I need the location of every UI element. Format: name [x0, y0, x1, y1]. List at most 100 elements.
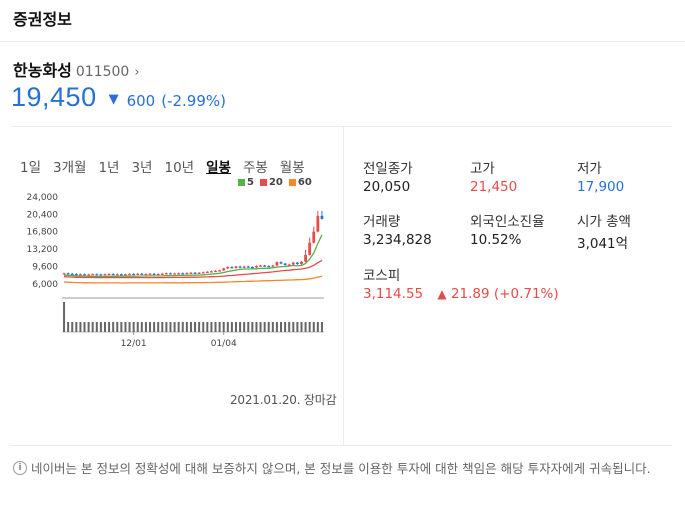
candle-body — [115, 274, 119, 276]
tab-3y[interactable]: 3년 — [131, 160, 153, 176]
legend-label-ma60: 60 — [297, 177, 312, 188]
info-low: 저가 17,900 — [577, 157, 624, 195]
legend-item-ma20: 20 — [259, 177, 283, 188]
candle-body — [304, 254, 307, 262]
candle-body — [234, 266, 238, 268]
price-line: 19,450 ▼ 600 (-2.99%) — [11, 82, 226, 113]
candle-body — [70, 273, 74, 275]
volume-bar — [255, 322, 258, 332]
info-volume: 거래량 3,234,828 — [363, 210, 432, 248]
candle-body — [83, 274, 86, 276]
volume-bar — [304, 322, 307, 332]
tab-weekly[interactable]: 주봉 — [242, 160, 268, 176]
info-circle-icon: i — [13, 461, 27, 475]
candle-body — [201, 272, 205, 274]
tab-daily[interactable]: 일봉 — [206, 160, 231, 176]
candle-body — [185, 273, 189, 275]
volume-bar — [251, 322, 254, 332]
chevron-right-icon[interactable]: › — [134, 65, 140, 80]
candle-body — [271, 265, 275, 267]
volume-bar — [161, 322, 164, 332]
volume-bar — [202, 322, 205, 332]
panel-divider — [343, 126, 344, 446]
candle-body — [205, 271, 209, 274]
y-tick-label: 24,000 — [27, 193, 59, 203]
down-triangle-icon: ▼ — [108, 92, 119, 107]
volume-bar — [247, 322, 250, 332]
candle-body — [287, 264, 291, 266]
legend-swatch-ma60 — [288, 179, 296, 186]
candle-body — [156, 273, 160, 276]
legend-item-ma5: 5 — [238, 177, 254, 188]
kospi-block[interactable]: 코스피 3,114.55 ▲ 21.89 (+0.71%) — [363, 264, 559, 302]
candle-body — [107, 273, 111, 276]
volume-bar — [259, 322, 262, 332]
volume-bar — [128, 322, 131, 332]
tab-1y[interactable]: 1년 — [98, 160, 120, 176]
volume-bar — [91, 322, 94, 332]
volume-bar — [308, 322, 311, 332]
volume-bar — [149, 322, 152, 332]
candle-body — [222, 268, 226, 271]
candle-body — [238, 266, 242, 268]
candle-body — [79, 274, 82, 276]
kospi-change-percent: (+0.71%) — [493, 286, 559, 302]
candle-body — [255, 266, 258, 268]
y-tick-label: 9,600 — [32, 262, 58, 272]
volume-bar — [83, 322, 86, 332]
volume-bar — [292, 322, 295, 332]
kospi-label[interactable]: 코스피 — [363, 268, 401, 284]
tab-monthly[interactable]: 월봉 — [279, 160, 305, 176]
stock-name-line[interactable]: 한농화성 011500 › — [13, 57, 140, 81]
disclaimer: i 네이버는 본 정보의 정확성에 대해 보증하지 않으며, 본 정보를 이용한… — [13, 460, 675, 477]
current-price: 19,450 — [11, 82, 97, 112]
candle-body — [267, 266, 271, 268]
candle-body — [283, 263, 287, 266]
volume-bar — [177, 322, 180, 332]
section-header: 증권정보 — [0, 0, 685, 42]
volume-bar — [296, 322, 299, 332]
tab-3m[interactable]: 3개월 — [53, 160, 87, 176]
volume-bar — [316, 322, 319, 332]
volume-bar — [243, 322, 246, 332]
volume-bar — [320, 322, 323, 332]
volume-bar — [230, 322, 233, 332]
volume-bar — [271, 322, 274, 332]
x-tick-label: 12/01 — [121, 339, 147, 349]
candle-body — [218, 270, 222, 272]
volume-bar — [181, 322, 184, 332]
volume-bar — [169, 322, 172, 332]
candle-body — [99, 274, 103, 276]
y-tick-label: 13,200 — [27, 245, 59, 255]
legend-swatch-ma5 — [238, 179, 245, 186]
tab-1d[interactable]: 1일 — [20, 160, 42, 176]
volume-bar — [99, 322, 102, 332]
volume-bar — [63, 302, 66, 332]
stock-code[interactable]: 011500 — [75, 64, 130, 80]
candle-body — [177, 273, 181, 275]
volume-bar — [214, 322, 217, 332]
volume-bar — [71, 322, 74, 332]
candle-body — [312, 231, 316, 243]
y-tick-label: 6,000 — [32, 280, 58, 290]
info-value: 3,234,828 — [363, 232, 432, 248]
stock-chart[interactable]: 24,000 20,400 16,800 13,200 9,600 6,000 12/01 0… — [16, 186, 336, 356]
volume-bar — [136, 322, 139, 332]
candle-body — [140, 273, 144, 275]
volume-bar — [120, 322, 123, 332]
volume-bar — [173, 322, 176, 332]
candle-body — [164, 273, 168, 275]
volume-bar — [226, 322, 229, 332]
volume-bar — [124, 322, 127, 332]
info-high: 고가 21,450 — [470, 157, 517, 195]
candle-body — [87, 274, 91, 276]
volume-bar — [210, 322, 213, 332]
volume-bar — [112, 322, 115, 332]
info-market-cap: 시가 총액 3,041억 — [577, 210, 631, 252]
candle-body — [275, 262, 279, 266]
tab-10y[interactable]: 10년 — [164, 160, 195, 176]
candle-body — [320, 215, 324, 219]
period-tabs: 1일 3개월 1년 3년 10년 일봉 주봉 월봉 — [20, 156, 317, 176]
price-change-percent: (-2.99%) — [161, 92, 227, 110]
stock-name[interactable]: 한농화성 — [13, 61, 72, 80]
